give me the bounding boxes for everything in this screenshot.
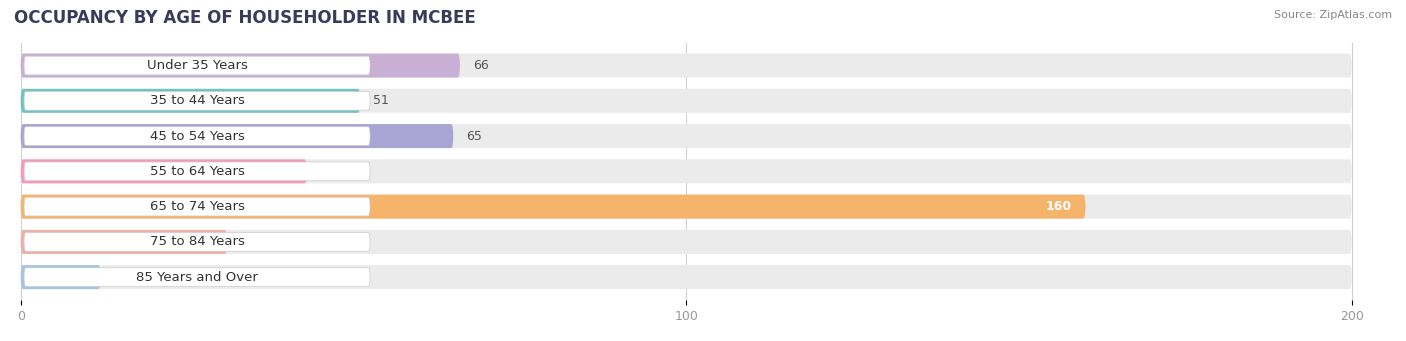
Text: 85 Years and Over: 85 Years and Over: [136, 271, 257, 284]
FancyBboxPatch shape: [21, 230, 1351, 254]
FancyBboxPatch shape: [21, 230, 226, 254]
Text: Under 35 Years: Under 35 Years: [146, 59, 247, 72]
FancyBboxPatch shape: [24, 268, 370, 286]
FancyBboxPatch shape: [24, 162, 370, 181]
FancyBboxPatch shape: [21, 124, 453, 148]
FancyBboxPatch shape: [21, 195, 1351, 219]
FancyBboxPatch shape: [21, 54, 460, 77]
Text: 35 to 44 Years: 35 to 44 Years: [149, 94, 245, 107]
FancyBboxPatch shape: [24, 91, 370, 110]
FancyBboxPatch shape: [24, 56, 370, 75]
FancyBboxPatch shape: [21, 159, 307, 183]
Text: 65: 65: [467, 130, 482, 143]
Text: 65 to 74 Years: 65 to 74 Years: [149, 200, 245, 213]
FancyBboxPatch shape: [21, 265, 1351, 289]
Text: OCCUPANCY BY AGE OF HOUSEHOLDER IN MCBEE: OCCUPANCY BY AGE OF HOUSEHOLDER IN MCBEE: [14, 9, 475, 27]
Text: Source: ZipAtlas.com: Source: ZipAtlas.com: [1274, 10, 1392, 20]
Text: 160: 160: [1046, 200, 1073, 213]
Text: 45 to 54 Years: 45 to 54 Years: [149, 130, 245, 143]
FancyBboxPatch shape: [21, 195, 1085, 219]
Text: 43: 43: [321, 165, 336, 178]
FancyBboxPatch shape: [21, 265, 101, 289]
Text: 31: 31: [240, 235, 256, 248]
Text: 75 to 84 Years: 75 to 84 Years: [149, 235, 245, 248]
FancyBboxPatch shape: [21, 89, 360, 113]
FancyBboxPatch shape: [21, 54, 1351, 77]
Text: 12: 12: [114, 271, 129, 284]
FancyBboxPatch shape: [21, 124, 1351, 148]
Text: 51: 51: [374, 94, 389, 107]
FancyBboxPatch shape: [24, 197, 370, 216]
FancyBboxPatch shape: [21, 159, 1351, 183]
Text: 66: 66: [474, 59, 489, 72]
Text: 55 to 64 Years: 55 to 64 Years: [149, 165, 245, 178]
FancyBboxPatch shape: [24, 233, 370, 251]
FancyBboxPatch shape: [21, 89, 1351, 113]
FancyBboxPatch shape: [24, 127, 370, 146]
